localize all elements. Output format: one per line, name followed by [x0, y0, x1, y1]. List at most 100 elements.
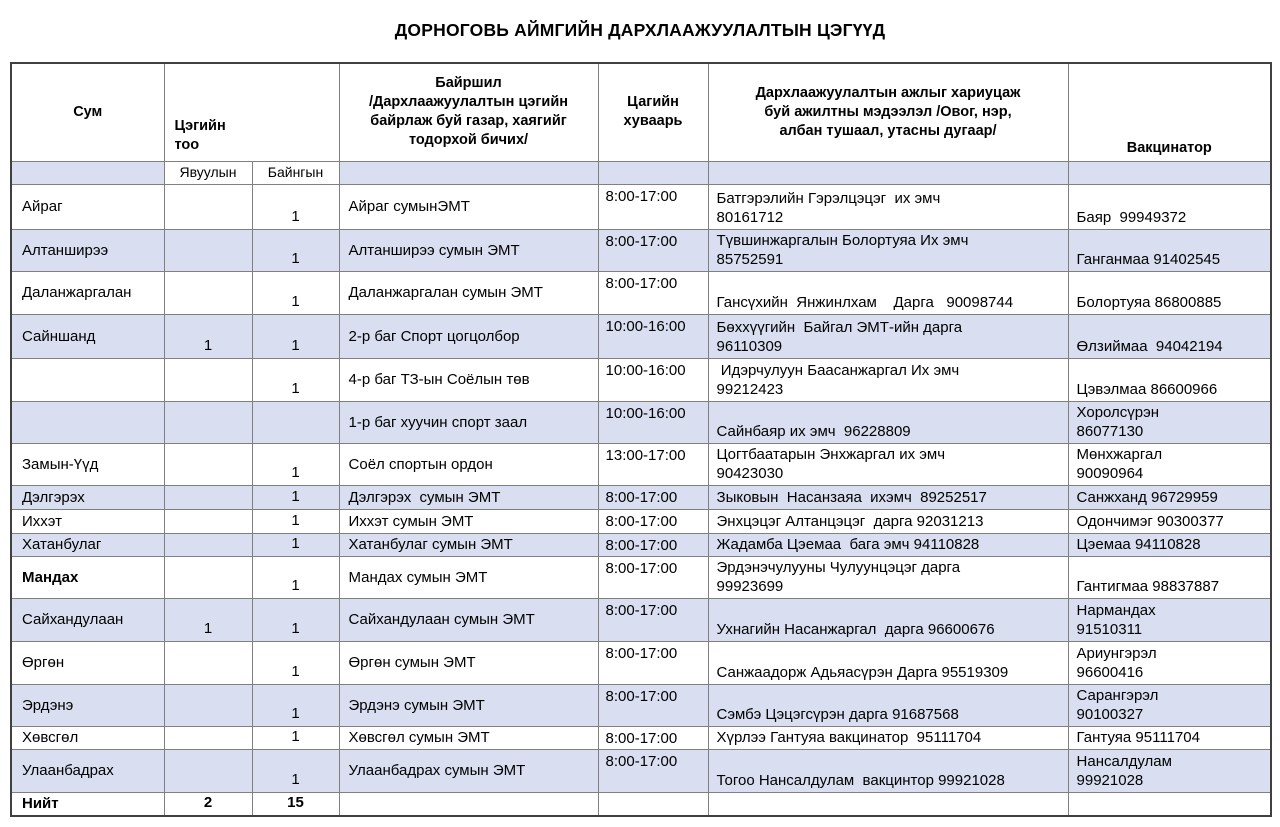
cell-staff-info: Зыковын Насанзаяа ихэмч 89252517: [707, 484, 1069, 510]
cell-schedule: 13:00-17:00: [597, 442, 709, 486]
cell-location: Хөвсгөл сумын ЭМТ: [338, 725, 599, 750]
cell-mobile-count: [163, 484, 253, 510]
cell-mobile-count: [163, 555, 253, 599]
cell-vaccinator: Хоролсүрэн 86077130: [1067, 400, 1272, 444]
cell-mobile-count: [163, 183, 253, 230]
cell-schedule: 8:00-17:00: [597, 748, 709, 793]
cell-sum: Хатанбулаг: [10, 532, 165, 557]
cell-schedule: 8:00-17:00: [597, 597, 709, 642]
cell-location: Сайхандулаан сумын ЭМТ: [338, 597, 599, 642]
cell-sum: Айраг: [10, 183, 165, 230]
cell-staff-info: Сэмбэ Цэцэгсүрэн дарга 91687568: [707, 683, 1069, 727]
cell-sum: [10, 357, 165, 402]
table-row: Айраг 1 Айраг сумынЭМТ 8:00-17:00 Батгэр…: [10, 183, 1272, 230]
cell-total-label: Нийт: [10, 791, 165, 816]
vaccination-points-table: Сум Цэгийн тоо Байршил /Дархлаажуулалтын…: [10, 62, 1273, 817]
cell-staff-info: Хүрлээ Гантуяа вакцинатор 95111704: [707, 725, 1069, 750]
cell-sum: Алтанширээ: [10, 228, 165, 272]
cell-mobile-count: [163, 640, 253, 685]
cell-sum: Сайншанд: [10, 313, 165, 359]
table-row: Сайхандулаан 1 1 Сайхандулаан сумын ЭМТ …: [10, 597, 1272, 642]
cell-staff-info: Батгэрэлийн Гэрэлцэцэг их эмч 80161712: [707, 183, 1069, 230]
cell-fixed-count: 1: [251, 313, 340, 359]
cell-total-fixed: 15: [251, 791, 340, 816]
cell-total-mobile: 2: [163, 791, 253, 816]
cell-fixed-count: 1: [251, 532, 340, 557]
cell-vaccinator: Нансалдулам 99921028: [1067, 748, 1272, 793]
cell-mobile-count: [163, 357, 253, 402]
cell-sum: Өргөн: [10, 640, 165, 685]
cell-vaccinator: Санжханд 96729959: [1067, 484, 1272, 510]
table-row: Мандах 1 Мандах сумын ЭМТ 8:00-17:00 Эрд…: [10, 555, 1272, 599]
cell-sum: Замын-Үүд: [10, 442, 165, 486]
header-staff-info: Дархлаажуулалтын ажлыг хариуцаж буй ажил…: [707, 62, 1069, 162]
cell-vaccinator: Болортуяа 86800885: [1067, 270, 1272, 315]
cell-staff-info: Цогтбаатарын Энхжаргал их эмч 90423030: [707, 442, 1069, 486]
cell-sum: Даланжаргалан: [10, 270, 165, 315]
subheader-blank-location: [338, 160, 599, 185]
table-row: Дэлгэрэх 1 Дэлгэрэх сумын ЭМТ 8:00-17:00…: [10, 484, 1272, 510]
cell-location: Эрдэнэ сумын ЭМТ: [338, 683, 599, 727]
cell-vaccinator: Мөнхжаргал 90090964: [1067, 442, 1272, 486]
cell-fixed-count: [251, 400, 340, 444]
cell-location: [338, 791, 599, 816]
cell-vaccinator: Ганганмаа 91402545: [1067, 228, 1272, 272]
cell-staff-info: Сайнбаяр их эмч 96228809: [707, 400, 1069, 444]
cell-fixed-count: 1: [251, 183, 340, 230]
table-row: Алтанширээ 1 Алтанширээ сумын ЭМТ 8:00-1…: [10, 228, 1272, 272]
page-title: ДОРНОГОВЬ АЙМГИЙН ДАРХЛААЖУУЛАЛТЫН ЦЭГҮҮ…: [394, 20, 886, 40]
table-row: Замын-Үүд 1 Соёл спортын ордон 13:00-17:…: [10, 442, 1272, 486]
cell-schedule: 10:00-16:00: [597, 313, 709, 359]
cell-location: Айраг сумынЭМТ: [338, 183, 599, 230]
cell-fixed-count: 1: [251, 640, 340, 685]
cell-sum: Эрдэнэ: [10, 683, 165, 727]
cell-fixed-count: 1: [251, 357, 340, 402]
cell-location: 2-р баг Спорт цогцолбор: [338, 313, 599, 359]
cell-location: Хатанбулаг сумын ЭМТ: [338, 532, 599, 557]
cell-mobile-count: [163, 725, 253, 750]
cell-location: Өргөн сумын ЭМТ: [338, 640, 599, 685]
cell-vaccinator: Одончимэг 90300377: [1067, 508, 1272, 534]
cell-staff-info: Энхцэцэг Алтанцэцэг дарга 92031213: [707, 508, 1069, 534]
cell-schedule: 8:00-17:00: [597, 683, 709, 727]
cell-schedule: 8:00-17:00: [597, 508, 709, 534]
cell-vaccinator: Нармандах 91510311: [1067, 597, 1272, 642]
cell-location: Дэлгэрэх сумын ЭМТ: [338, 484, 599, 510]
cell-sum: Улаанбадрах: [10, 748, 165, 793]
cell-sum: [10, 400, 165, 444]
cell-fixed-count: 1: [251, 683, 340, 727]
table-row-total: Нийт 2 15: [10, 791, 1272, 816]
cell-fixed-count: 1: [251, 442, 340, 486]
cell-location: 4-р баг ТЗ-ын Соёлын төв: [338, 357, 599, 402]
cell-mobile-count: 1: [163, 313, 253, 359]
subheader-row: Явуулын Байнгын: [10, 160, 1272, 185]
header-row: Сум Цэгийн тоо Байршил /Дархлаажуулалтын…: [10, 62, 1272, 162]
table-row: Сайншанд 1 1 2-р баг Спорт цогцолбор 10:…: [10, 313, 1272, 359]
cell-vaccinator: Гантуяа 95111704: [1067, 725, 1272, 750]
cell-schedule: 8:00-17:00: [597, 484, 709, 510]
cell-staff-info: Идэрчулуун Баасанжаргал Их эмч 99212423: [707, 357, 1069, 402]
cell-schedule: 10:00-16:00: [597, 400, 709, 444]
subheader-fixed: Байнгын: [251, 160, 340, 185]
cell-staff-info: Эрдэнэчулууны Чулуунцэцэг дарга 99923699: [707, 555, 1069, 599]
cell-vaccinator: Гантигмаа 98837887: [1067, 555, 1272, 599]
cell-vaccinator: [1067, 791, 1272, 816]
table-row: Даланжаргалан 1 Даланжаргалан сумын ЭМТ …: [10, 270, 1272, 315]
cell-mobile-count: 1: [163, 597, 253, 642]
cell-vaccinator: Баяр 99949372: [1067, 183, 1272, 230]
cell-location: Улаанбадрах сумын ЭМТ: [338, 748, 599, 793]
cell-staff-info: Санжаадорж Адьяасүрэн Дарга 95519309: [707, 640, 1069, 685]
cell-schedule: 8:00-17:00: [597, 228, 709, 272]
cell-fixed-count: 1: [251, 228, 340, 272]
cell-staff-info: Ухнагийн Насанжаргал дарга 96600676: [707, 597, 1069, 642]
cell-mobile-count: [163, 442, 253, 486]
cell-vaccinator: Цэемаа 94110828: [1067, 532, 1272, 557]
cell-location: Даланжаргалан сумын ЭМТ: [338, 270, 599, 315]
table-row: Өргөн 1 Өргөн сумын ЭМТ 8:00-17:00 Санжа…: [10, 640, 1272, 685]
cell-sum: Сайхандулаан: [10, 597, 165, 642]
cell-schedule: 8:00-17:00: [597, 183, 709, 230]
table-row: 1 4-р баг ТЗ-ын Соёлын төв 10:00-16:00 И…: [10, 357, 1272, 402]
cell-vaccinator: Цэвэлмаа 86600966: [1067, 357, 1272, 402]
cell-location: Алтанширээ сумын ЭМТ: [338, 228, 599, 272]
cell-vaccinator: Ариунгэрэл 96600416: [1067, 640, 1272, 685]
